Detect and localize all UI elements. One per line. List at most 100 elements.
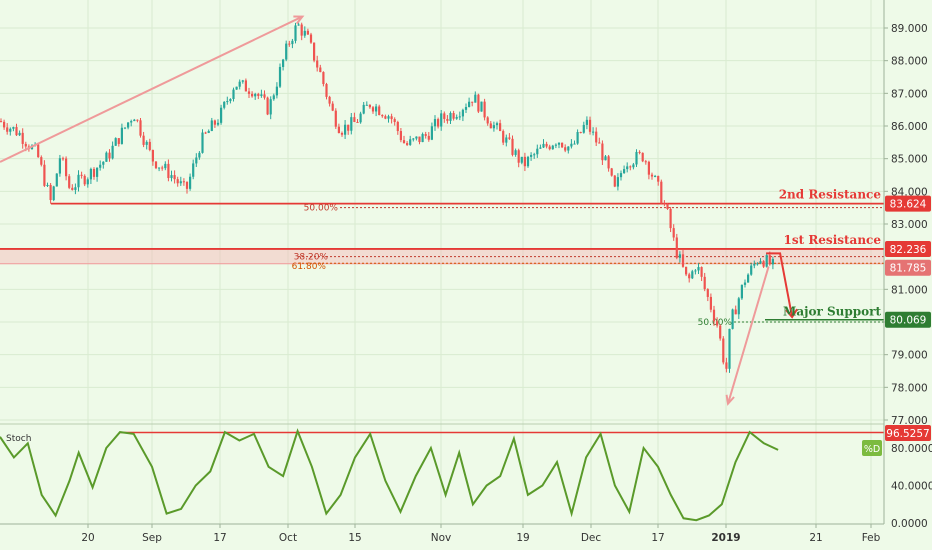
candle-body xyxy=(96,167,99,177)
candle-body xyxy=(641,152,644,162)
candle-body xyxy=(545,143,548,147)
candle-body xyxy=(616,177,619,187)
price-tick-label: 88.000 xyxy=(891,56,928,68)
candle-body xyxy=(517,150,520,163)
candle-body xyxy=(567,146,570,151)
candle-body xyxy=(520,156,523,163)
candle-body xyxy=(207,130,210,133)
candle-body xyxy=(161,167,164,169)
fib-level-label: 50.00% xyxy=(304,204,339,214)
expected-drop-arrow-head xyxy=(785,308,798,319)
candle-body xyxy=(9,128,12,132)
candle-body xyxy=(347,124,350,131)
time-tick-label: Oct xyxy=(279,532,297,544)
candle-body xyxy=(55,173,58,187)
candle-body xyxy=(483,101,486,118)
candle-body xyxy=(297,24,300,26)
fibonacci-levels: 50.00% 38.20%61.80% 50.00% xyxy=(292,204,884,328)
candle-body xyxy=(89,168,92,180)
candle-body xyxy=(654,175,657,177)
candle-body xyxy=(728,328,731,369)
candle-body xyxy=(530,154,533,157)
expected-drop-arrow xyxy=(766,252,794,318)
price-pane: 50.00%38.20%61.80%50.00% 2nd Resistance … xyxy=(0,15,884,406)
candle-body xyxy=(650,174,654,177)
candle-body xyxy=(697,267,700,271)
candle-body xyxy=(247,91,251,94)
candle-body xyxy=(731,309,734,329)
candle-body xyxy=(468,101,471,108)
candle-body xyxy=(421,134,424,143)
time-tick-label: 17 xyxy=(651,532,664,544)
candle-body xyxy=(508,137,511,139)
candle-body xyxy=(6,127,9,132)
candle-body xyxy=(195,157,198,164)
candle-body xyxy=(709,296,712,310)
candle-body xyxy=(489,123,492,129)
candle-body xyxy=(185,181,189,189)
fib-level-label: 61.80% xyxy=(292,262,327,272)
candle-body xyxy=(657,175,660,182)
time-tick-label: Dec xyxy=(581,532,602,544)
price-axis: 89.000 88.000 87.000 86.000 85.000 84.000 83.0… xyxy=(862,0,932,530)
candle-body xyxy=(303,30,306,36)
candle-body xyxy=(381,114,384,117)
candle-body xyxy=(449,113,452,121)
candle-body xyxy=(536,148,539,155)
candle-body xyxy=(260,94,263,96)
grid xyxy=(0,0,884,524)
candle-body xyxy=(68,176,71,188)
stochastic-resistance-badge-text: 96.5257 xyxy=(886,428,929,440)
major-support-badge-text: 80.069 xyxy=(890,315,927,327)
candle-body xyxy=(15,127,18,136)
candle-body xyxy=(678,254,681,258)
candle-body xyxy=(557,142,561,145)
candle-body xyxy=(257,93,260,96)
candle-body xyxy=(198,152,201,158)
candle-body xyxy=(226,101,229,103)
candle-body xyxy=(427,135,430,140)
candle-body xyxy=(415,136,418,139)
candle-body xyxy=(505,137,508,143)
candle-body xyxy=(365,104,368,106)
candle-body xyxy=(238,81,241,87)
candle-body xyxy=(387,116,390,119)
candle-body xyxy=(120,127,123,144)
candle-body xyxy=(71,187,74,190)
first-resistance-badge-box xyxy=(885,240,931,257)
candle-body xyxy=(471,101,474,103)
candle-body xyxy=(151,149,154,162)
candle-body xyxy=(86,179,89,185)
candle-body xyxy=(111,145,114,159)
candle-body xyxy=(353,117,356,122)
candle-body xyxy=(477,94,480,112)
candle-body xyxy=(133,119,136,122)
candle-body xyxy=(40,157,43,165)
candle-body xyxy=(672,228,675,238)
candle-body xyxy=(102,161,105,165)
first-resistance-low-badge: 81.785 xyxy=(885,259,931,276)
candle-body xyxy=(390,116,393,120)
candle-body xyxy=(424,134,427,136)
candle-body xyxy=(24,143,27,147)
candle-body xyxy=(285,43,288,60)
candle-body xyxy=(455,117,458,119)
candle-body xyxy=(201,132,204,153)
candle-body xyxy=(523,156,526,167)
candle-body xyxy=(154,161,158,169)
candle-body xyxy=(601,143,604,161)
candle-body xyxy=(607,156,610,169)
candle-body xyxy=(660,181,663,204)
candle-body xyxy=(604,156,607,161)
stochastic-d-badge-text: %D xyxy=(864,444,880,455)
time-tick-label: 20 xyxy=(81,532,94,544)
candle-body xyxy=(46,184,49,186)
candle-body xyxy=(579,132,582,134)
candle-body xyxy=(539,147,542,149)
candle-body xyxy=(765,255,768,267)
price-tick-label: 84.000 xyxy=(891,186,928,198)
time-tick-label: Sep xyxy=(142,532,162,544)
candle-body xyxy=(176,179,179,184)
candle-body xyxy=(464,107,468,110)
